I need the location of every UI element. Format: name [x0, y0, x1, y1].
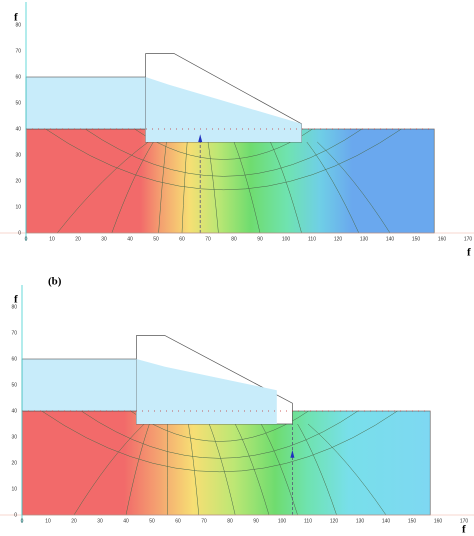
x-tick-label: 140 — [382, 518, 391, 524]
equipotential — [181, 141, 188, 234]
reservoir — [25, 76, 146, 130]
x-tick-label: 30 — [101, 236, 107, 242]
x-axis-label: f — [462, 524, 466, 536]
y-tick-label: 70 — [11, 330, 17, 336]
equipotential — [57, 141, 149, 234]
flow-line — [45, 128, 402, 190]
x-tick-label: 80 — [227, 518, 233, 524]
y-tick-label: 50 — [15, 100, 21, 106]
drain-arrow — [198, 134, 203, 142]
y-tick-label: 0 — [18, 230, 21, 236]
y-tick-label: 80 — [15, 22, 21, 28]
x-tick-label: 40 — [123, 518, 129, 524]
equipotential — [306, 141, 360, 234]
equipotential — [73, 423, 145, 516]
equipotential — [233, 141, 261, 234]
x-tick-label: 110 — [308, 236, 316, 242]
y-tick-label: 20 — [15, 178, 21, 184]
x-tick-label: 0 — [25, 236, 28, 242]
y-tick-label: 60 — [15, 74, 21, 80]
y-tick-label: 0 — [14, 512, 17, 518]
x-tick-label: 120 — [330, 518, 339, 524]
phreatic-zone — [136, 359, 277, 424]
y-tick-label: 40 — [15, 126, 21, 132]
flow-line — [41, 410, 398, 472]
equipotential — [208, 423, 236, 516]
y-tick-label: 40 — [11, 408, 17, 414]
equipotential — [111, 141, 154, 234]
soil — [21, 410, 431, 516]
x-tick-label: 100 — [278, 518, 287, 524]
soil — [25, 128, 435, 234]
y-tick-label: 10 — [11, 486, 17, 492]
flow-line — [81, 410, 359, 459]
y-tick-label: 50 — [11, 382, 17, 388]
y-tick-label: 30 — [11, 434, 17, 440]
reservoir — [21, 358, 142, 412]
equipotential — [234, 423, 270, 516]
x-tick-label: 20 — [71, 518, 77, 524]
x-tick-label: 120 — [334, 236, 343, 242]
x-tick-label: 50 — [149, 518, 155, 524]
y-axis-label: f — [14, 12, 18, 24]
y-axis-label: f — [14, 294, 18, 306]
equipotential — [297, 423, 337, 516]
y-tick-label: 80 — [11, 304, 17, 310]
equipotential — [125, 423, 150, 516]
x-tick-label: 90 — [253, 518, 259, 524]
panel-label: (b) — [48, 276, 62, 288]
y-tick-label: 70 — [15, 48, 21, 54]
x-tick-label: 60 — [179, 236, 185, 242]
x-tick-label: 70 — [201, 518, 207, 524]
equipotential — [317, 141, 391, 234]
x-tick-label: 90 — [257, 236, 263, 242]
x-tick-label: 140 — [386, 236, 395, 242]
x-tick-label: 70 — [205, 236, 211, 242]
x-axis-label: f — [467, 247, 471, 259]
flow-line — [85, 128, 363, 177]
x-tick-label: 130 — [360, 236, 369, 242]
x-tick-label: 30 — [97, 518, 103, 524]
drain-arrow — [290, 450, 295, 458]
y-tick-label: 10 — [15, 204, 21, 210]
equipotential — [158, 141, 167, 234]
x-tick-label: 10 — [49, 236, 55, 242]
phreatic-zone — [145, 77, 302, 142]
x-tick-label: 60 — [175, 518, 181, 524]
y-tick-label: 60 — [11, 356, 17, 362]
x-tick-label: 150 — [408, 518, 417, 524]
x-tick-label: 0 — [21, 518, 24, 524]
x-tick-label: 10 — [45, 518, 51, 524]
x-tick-label: 40 — [127, 236, 133, 242]
x-tick-label: 170 — [464, 236, 473, 242]
x-tick-label: 100 — [282, 236, 291, 242]
x-tick-label: 110 — [304, 518, 312, 524]
x-tick-label: 150 — [412, 236, 421, 242]
x-tick-label: 80 — [231, 236, 237, 242]
x-tick-label: 160 — [434, 518, 443, 524]
equipotential — [270, 141, 302, 234]
y-tick-label: 20 — [11, 460, 17, 466]
x-tick-label: 130 — [356, 518, 365, 524]
x-tick-label: 20 — [75, 236, 81, 242]
equipotential — [207, 141, 219, 234]
y-tick-label: 30 — [15, 152, 21, 158]
equipotential — [260, 423, 298, 516]
x-tick-label: 50 — [153, 236, 159, 242]
x-tick-label: 170 — [460, 518, 469, 524]
x-tick-label: 160 — [438, 236, 447, 242]
equipotential — [188, 423, 200, 516]
equipotential — [307, 423, 387, 516]
